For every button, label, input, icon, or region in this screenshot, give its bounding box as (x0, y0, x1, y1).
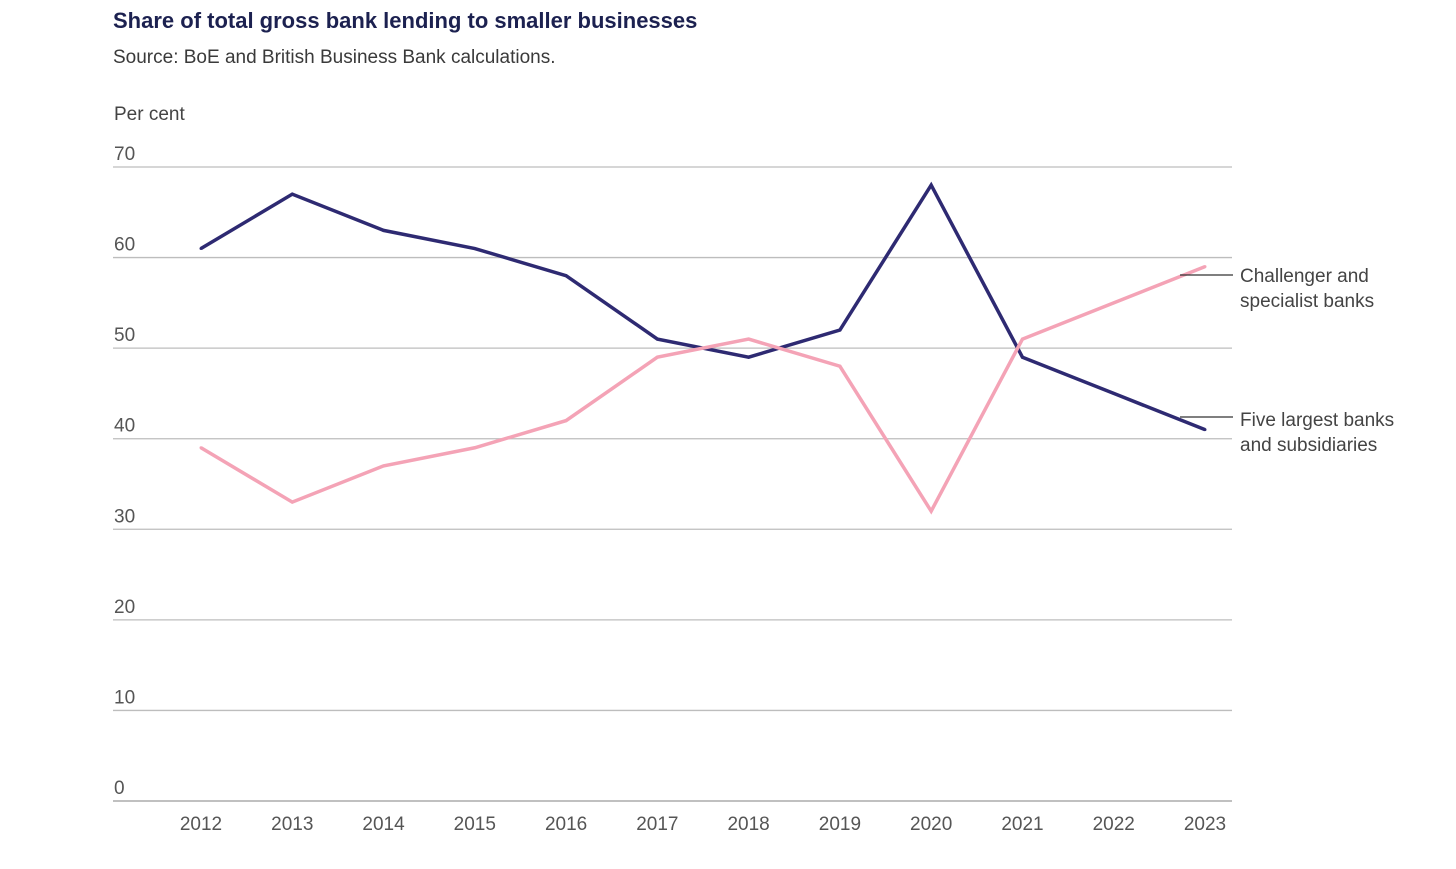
y-tick-label: 50 (114, 325, 135, 346)
y-tick-label: 10 (114, 687, 135, 708)
data-point (655, 337, 659, 341)
data-point (382, 228, 386, 232)
y-tick-label: 70 (114, 144, 135, 165)
x-axis-ticks: 2012 2013 2014 2015 2016 2017 2018 2019 2020 2021… (180, 814, 1226, 835)
inline-legend: Five largest banks and subsidiaries Challe… (1180, 266, 1394, 456)
x-tick-label: 2015 (454, 814, 496, 835)
x-tick-label: 2017 (636, 814, 678, 835)
data-point (747, 355, 751, 359)
data-point (564, 274, 568, 278)
data-point (929, 509, 933, 513)
data-point (838, 328, 842, 332)
data-point (199, 446, 203, 450)
data-point (1020, 337, 1024, 341)
series-lines (199, 181, 1207, 515)
x-tick-label: 2020 (910, 814, 952, 835)
data-point (1203, 265, 1207, 269)
data-point (1112, 391, 1116, 395)
y-tick-label: 30 (114, 506, 135, 527)
y-tick-label: 20 (114, 597, 135, 618)
x-tick-label: 2013 (271, 814, 313, 835)
x-tick-label: 2016 (545, 814, 587, 835)
x-tick-label: 2021 (1001, 814, 1043, 835)
data-point (1112, 301, 1116, 305)
gridlines (113, 166, 1232, 802)
x-tick-label: 2023 (1184, 814, 1226, 835)
data-point (199, 247, 203, 251)
chart-title: Share of total gross bank lending to sma… (113, 8, 698, 33)
y-tick-label: 0 (114, 778, 125, 799)
legend-label: Challenger and (1240, 266, 1369, 287)
data-point (1203, 428, 1207, 432)
y-tick-label: 60 (114, 235, 135, 256)
data-point (1020, 355, 1024, 359)
legend-label: specialist banks (1240, 291, 1374, 312)
y-tick-label: 40 (114, 416, 135, 437)
y-axis-label: Per cent (114, 104, 185, 125)
x-tick-label: 2018 (727, 814, 769, 835)
data-point (838, 364, 842, 368)
data-point (564, 419, 568, 423)
x-tick-label: 2012 (180, 814, 222, 835)
data-point (655, 355, 659, 359)
data-point (473, 446, 477, 450)
legend-label: and subsidiaries (1240, 435, 1377, 456)
legend-label: Five largest banks (1240, 410, 1394, 431)
data-point (382, 464, 386, 468)
x-tick-label: 2019 (819, 814, 861, 835)
series-line-challenger (200, 265, 1206, 515)
chart-source: Source: BoE and British Business Bank ca… (113, 47, 556, 68)
x-tick-label: 2022 (1093, 814, 1135, 835)
y-axis-ticks: 0 10 20 30 40 50 60 70 (114, 144, 135, 799)
x-tick-label: 2014 (362, 814, 405, 835)
data-point (290, 192, 294, 196)
data-point (929, 183, 933, 187)
data-point (290, 500, 294, 504)
data-point (747, 337, 751, 341)
series-line-five-largest (200, 181, 1206, 432)
data-point (473, 247, 477, 251)
